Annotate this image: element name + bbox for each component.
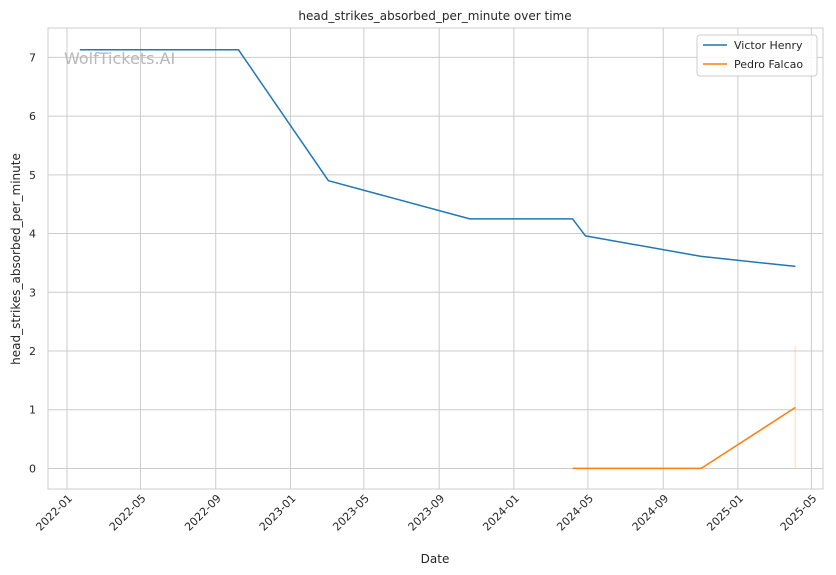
x-axis-label: Date xyxy=(421,552,450,566)
watermark: WolfTickets.AI xyxy=(64,49,175,68)
y-tick-label: 1 xyxy=(29,404,36,417)
plot-area-frame xyxy=(47,27,824,490)
y-tick-label: 2 xyxy=(29,345,36,358)
legend: Victor Henry Pedro Falcao xyxy=(696,34,818,77)
chart-title: head_strikes_absorbed_per_minute over ti… xyxy=(298,9,571,23)
y-axis-label: head_strikes_absorbed_per_minute xyxy=(9,153,23,365)
y-tick-label: 6 xyxy=(29,110,36,123)
y-tick-label: 5 xyxy=(29,169,36,182)
y-tick-label: 0 xyxy=(29,462,36,475)
series-line-victor-henry xyxy=(79,48,796,268)
series-lines xyxy=(79,48,796,470)
y-tick-label: 7 xyxy=(29,51,36,64)
grid-lines xyxy=(48,28,823,489)
y-tick-label: 3 xyxy=(29,286,36,299)
series-line-pedro-falcao xyxy=(572,406,796,470)
legend-label-victor-henry: Victor Henry xyxy=(734,39,803,52)
y-tick-labels: 0 1 2 3 4 5 6 7 xyxy=(29,51,36,475)
legend-label-pedro-falcao: Pedro Falcao xyxy=(734,58,803,71)
y-tick-label: 4 xyxy=(29,228,36,241)
